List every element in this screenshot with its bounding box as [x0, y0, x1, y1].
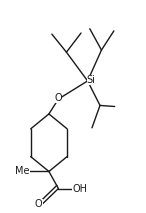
Text: Me: Me	[15, 166, 30, 176]
Text: O: O	[55, 93, 62, 103]
Text: O: O	[35, 199, 42, 209]
Text: OH: OH	[72, 184, 87, 193]
Text: Si: Si	[87, 75, 96, 85]
